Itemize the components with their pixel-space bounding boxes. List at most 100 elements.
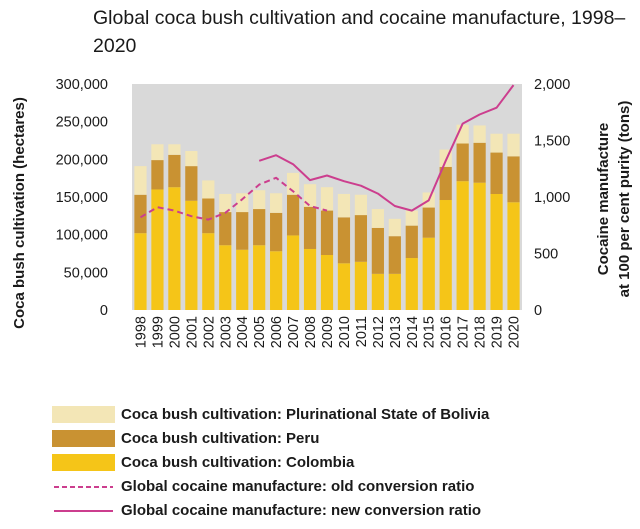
- bar-bolivia-2011: [354, 194, 368, 216]
- bar-peru-2003: [219, 212, 232, 246]
- bar-bolivia-2019: [490, 133, 503, 153]
- y-left-tick-2: 100,000: [56, 228, 108, 244]
- chart-title: Global coca bush cultivation and cocaine…: [93, 7, 626, 57]
- y-right-tick-0: 0: [534, 303, 542, 319]
- legend-label-colombia: Coca bush cultivation: Colombia: [121, 453, 355, 471]
- bar-peru-2001: [185, 166, 198, 201]
- bar-colombia-2015: [422, 237, 435, 310]
- x-tick-2005: 2005: [252, 316, 268, 348]
- legend: Coca bush cultivation: Plurinational Sta…: [52, 402, 632, 522]
- x-tick-2015: 2015: [422, 316, 438, 348]
- y-right-tick-4: 2,000: [534, 77, 570, 93]
- bar-colombia-2013: [388, 273, 401, 310]
- legend-label-bolivia: Coca bush cultivation: Plurinational Sta…: [121, 405, 490, 423]
- y-left-tick-6: 300,000: [56, 77, 108, 93]
- x-tick-2020: 2020: [507, 316, 523, 348]
- bar-peru-2000: [168, 154, 181, 188]
- bar-colombia-2005: [253, 245, 266, 310]
- bar-peru-1999: [151, 160, 164, 190]
- bar-colombia-1998: [134, 233, 147, 310]
- bar-bolivia-2014: [405, 210, 418, 226]
- x-tick-2017: 2017: [456, 316, 472, 348]
- y-left-tick-1: 50,000: [64, 265, 108, 281]
- bar-colombia-2009: [320, 255, 334, 310]
- bar-peru-2009: [320, 210, 334, 256]
- legend-item-peru: Coca bush cultivation: Peru: [52, 426, 632, 450]
- bar-colombia-2008: [303, 248, 317, 310]
- bar-peru-1998: [134, 194, 147, 234]
- y-right-tick-2: 1,000: [534, 190, 570, 206]
- y-left-tick-3: 150,000: [56, 190, 108, 206]
- bar-bolivia-2003: [219, 193, 232, 213]
- x-tick-2016: 2016: [439, 316, 455, 348]
- bar-colombia-2004: [236, 249, 249, 310]
- bar-colombia-2018: [473, 182, 486, 310]
- y-left-axis-title: Coca bush cultivation (hectares): [11, 97, 28, 329]
- bar-colombia-2011: [354, 261, 368, 310]
- legend-item-new-ratio: Global cocaine manufacture: new conversi…: [52, 498, 632, 522]
- x-tick-2011: 2011: [354, 316, 370, 347]
- bar-colombia-2014: [405, 258, 418, 310]
- legend-item-colombia: Coca bush cultivation: Colombia: [52, 450, 632, 474]
- bar-bolivia-2006: [270, 193, 283, 213]
- bar-peru-2019: [490, 152, 503, 194]
- bar-bolivia-1998: [134, 166, 147, 195]
- y-right-tick-3: 1,500: [534, 134, 570, 150]
- y-left-tick-0: 0: [100, 303, 108, 319]
- bar-peru-2008: [303, 206, 317, 249]
- bar-colombia-2017: [456, 181, 469, 310]
- bars-group: [134, 124, 520, 310]
- bar-bolivia-2012: [371, 209, 384, 228]
- bar-bolivia-2008: [303, 184, 317, 207]
- bar-bolivia-2004: [236, 193, 249, 213]
- x-tick-2001: 2001: [184, 316, 200, 348]
- y-right-tick-1: 500: [534, 247, 558, 263]
- legend-label-new-ratio: Global cocaine manufacture: new conversi…: [121, 501, 482, 519]
- x-tick-2003: 2003: [218, 316, 234, 348]
- x-tick-1998: 1998: [133, 316, 149, 348]
- y-left-tick-5: 250,000: [56, 115, 108, 131]
- x-tick-1999: 1999: [150, 316, 166, 348]
- bar-colombia-2006: [270, 251, 283, 310]
- x-tick-2012: 2012: [371, 316, 387, 348]
- bar-colombia-2010: [337, 263, 351, 310]
- legend-item-bolivia: Coca bush cultivation: Plurinational Sta…: [52, 402, 632, 426]
- legend-label-old-ratio: Global cocaine manufacture: old conversi…: [121, 477, 475, 495]
- x-tick-labels: 1998 1999 2000 2001 2002 2003 2004 2005 2006 2007…: [133, 316, 522, 348]
- bar-bolivia-2018: [473, 125, 486, 143]
- lines-group: [139, 84, 515, 221]
- x-tick-2010: 2010: [337, 316, 353, 348]
- bar-colombia-2012: [371, 273, 384, 310]
- bar-peru-2006: [270, 212, 283, 252]
- bar-colombia-2016: [439, 200, 452, 310]
- legend-swatch-bolivia: [52, 405, 115, 423]
- bar-peru-2017: [456, 143, 469, 182]
- legend-swatch-peru: [52, 429, 115, 447]
- bar-peru-2012: [371, 227, 384, 274]
- bar-colombia-1999: [151, 189, 164, 310]
- bar-peru-2005: [253, 209, 266, 246]
- bar-colombia-2007: [286, 235, 300, 310]
- bar-colombia-2002: [202, 233, 215, 310]
- bar-bolivia-2013: [388, 218, 401, 237]
- legend-item-old-ratio: Global cocaine manufacture: old conversi…: [52, 474, 632, 498]
- x-tick-2013: 2013: [388, 316, 404, 348]
- bar-colombia-2001: [185, 200, 198, 310]
- bar-bolivia-2010: [337, 193, 351, 218]
- x-tick-2008: 2008: [303, 316, 319, 348]
- legend-line-old-ratio: [54, 485, 113, 488]
- legend-line-new-ratio: [54, 509, 113, 512]
- x-tick-2018: 2018: [473, 316, 489, 348]
- x-tick-2007: 2007: [286, 316, 302, 348]
- bar-colombia-2000: [168, 187, 181, 310]
- bar-bolivia-2009: [320, 187, 334, 211]
- bar-peru-2011: [354, 215, 368, 262]
- x-tick-2006: 2006: [269, 316, 285, 348]
- bar-peru-2007: [286, 194, 300, 236]
- bar-bolivia-2005: [253, 190, 266, 210]
- x-tick-2014: 2014: [405, 316, 421, 348]
- y-right-axis-title-line1: Cocaine manufacture: [595, 123, 612, 276]
- legend-label-peru: Coca bush cultivation: Peru: [121, 429, 320, 447]
- line-new-conversion-ratio: [258, 84, 515, 212]
- y-right-axis-title-line2: at 100 per cent purity (tons): [616, 101, 633, 298]
